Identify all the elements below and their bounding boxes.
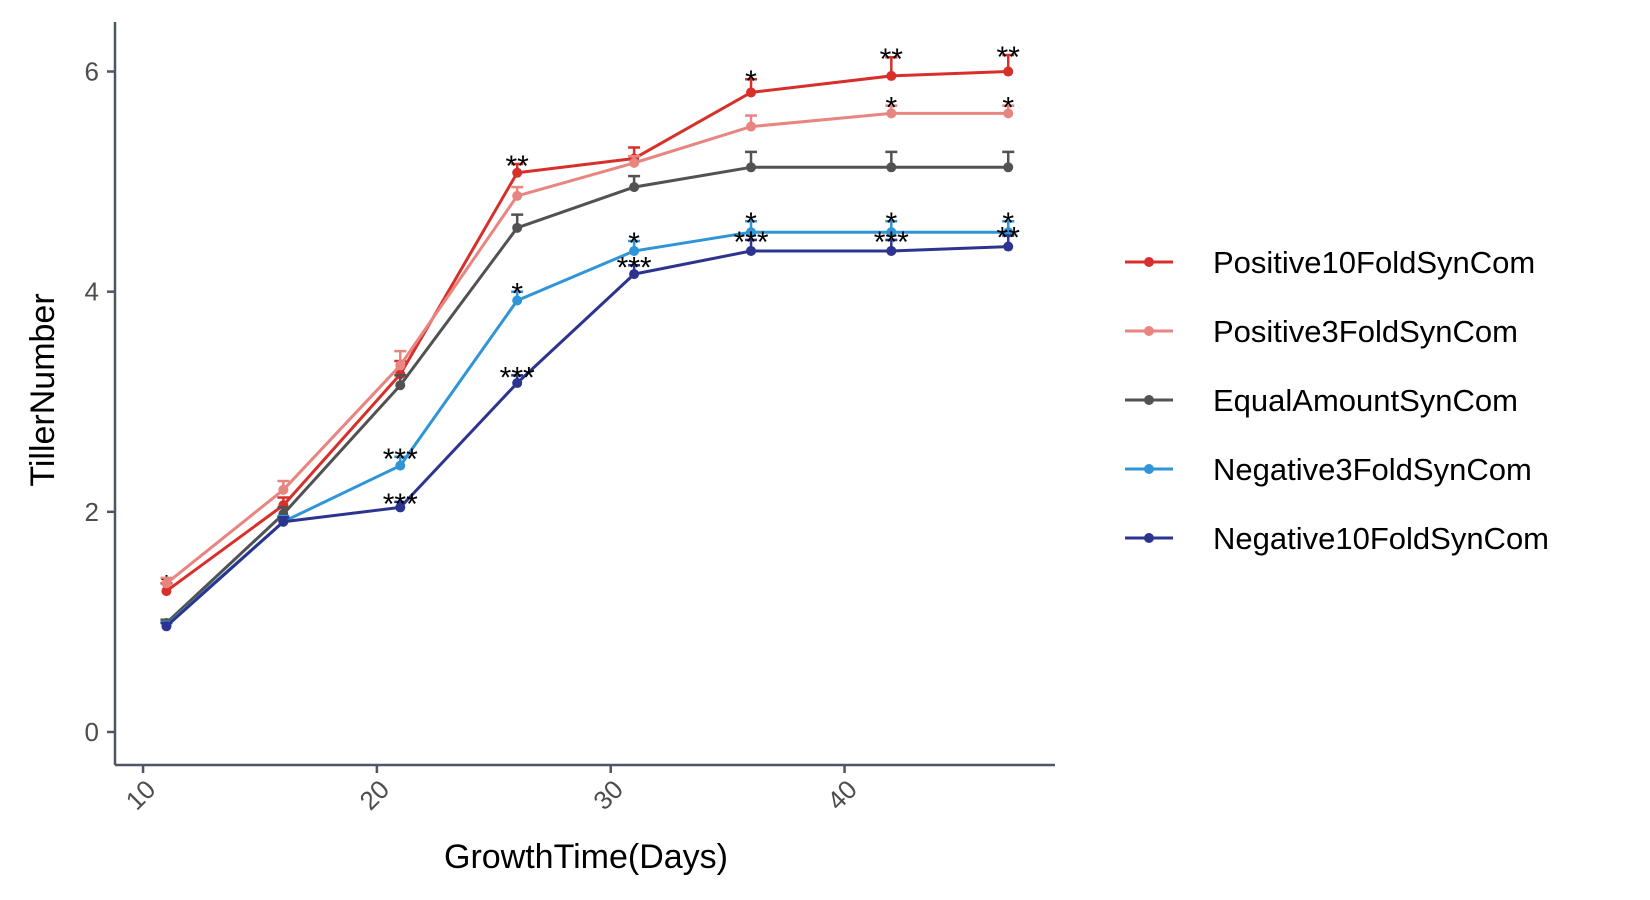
legend-label: Negative10FoldSynCom	[1213, 521, 1549, 556]
significance-label: ***	[874, 226, 909, 259]
series-line	[165, 230, 1009, 627]
data-point	[512, 222, 523, 233]
data-point	[512, 190, 523, 201]
data-point	[512, 167, 523, 178]
data-point	[161, 578, 172, 589]
data-point	[512, 295, 523, 306]
legend-swatch-point	[1144, 395, 1154, 405]
data-point	[161, 586, 172, 597]
series-Positive3FoldSynCom: * *	[160, 92, 1014, 589]
legend-swatch-point	[1144, 326, 1154, 336]
significance-label: *	[885, 92, 897, 125]
y-tick-label: 4	[85, 277, 99, 307]
legend-item: Negative3FoldSynCom	[1125, 452, 1532, 487]
axes: 10 20 30 40 0 2 4 6	[85, 22, 1055, 816]
data-point	[395, 360, 406, 371]
series-EqualAmountSynCom	[160, 150, 1015, 629]
y-ticks: 0 2 4 6	[85, 57, 115, 747]
data-point	[746, 162, 757, 173]
significance-label: **	[880, 43, 904, 76]
data-point	[886, 70, 897, 81]
data-point	[886, 245, 897, 256]
series-line	[165, 245, 1009, 628]
data-point	[886, 227, 897, 238]
significance-label: *	[745, 207, 757, 240]
significance-label: ***	[383, 443, 418, 476]
data-point	[278, 516, 289, 527]
y-axis-title: TillerNumber	[24, 293, 62, 486]
data-point	[395, 502, 406, 513]
x-tick-label: 20	[353, 774, 395, 816]
significance-label: *	[511, 278, 523, 311]
series-line	[165, 111, 1009, 585]
significance-label: **	[506, 150, 530, 183]
data-point	[395, 380, 406, 391]
series-line	[165, 70, 1009, 593]
legend-label: EqualAmountSynCom	[1213, 383, 1518, 418]
data-point	[629, 182, 640, 193]
y-tick-label: 0	[85, 717, 99, 747]
chart-marks: ***********************************	[160, 41, 1021, 632]
legend: Positive10FoldSynCom Positive3FoldSynCom E…	[1125, 245, 1549, 556]
x-tick-label: 40	[821, 774, 863, 816]
data-point	[746, 121, 757, 132]
legend-item: Positive3FoldSynCom	[1125, 314, 1518, 349]
series-line	[165, 165, 1009, 625]
data-point	[1003, 241, 1014, 252]
data-point	[278, 484, 289, 495]
data-point	[629, 245, 640, 256]
legend-item: Positive10FoldSynCom	[1125, 245, 1535, 280]
x-axis-title: GrowthTime(Days)	[444, 838, 728, 876]
significance-label: *	[1002, 92, 1014, 125]
significance-label: ***	[500, 361, 535, 394]
data-point	[629, 269, 640, 280]
legend-swatch-point	[1144, 257, 1154, 267]
data-point	[1003, 108, 1014, 119]
x-tick-label: 30	[587, 774, 629, 816]
series-Negative10FoldSynCom: ************ *** **	[160, 222, 1020, 632]
data-point	[746, 87, 757, 98]
series-Negative3FoldSynCom: ****** * *	[160, 207, 1014, 631]
legend-label: Positive3FoldSynCom	[1213, 314, 1518, 349]
legend-swatch-point	[1144, 533, 1154, 543]
y-tick-label: 6	[85, 57, 99, 87]
y-tick-label: 2	[85, 497, 99, 527]
significance-label: *	[745, 65, 757, 98]
data-point	[746, 227, 757, 238]
significance-label: ***	[617, 251, 652, 284]
legend-swatch-point	[1144, 464, 1154, 474]
legend-label: Negative3FoldSynCom	[1213, 452, 1532, 487]
significance-label: *	[1002, 207, 1014, 240]
significance-label: ***	[383, 488, 418, 521]
significance-label: **	[997, 41, 1021, 74]
legend-item: EqualAmountSynCom	[1125, 383, 1518, 418]
data-point	[161, 621, 172, 632]
data-point	[1003, 162, 1014, 173]
data-point	[395, 460, 406, 471]
data-point	[1003, 66, 1014, 77]
legend-label: Positive10FoldSynCom	[1213, 245, 1535, 280]
significance-label: *	[628, 227, 640, 260]
data-point	[512, 378, 523, 389]
data-point	[886, 162, 897, 173]
legend-item: Negative10FoldSynCom	[1125, 521, 1549, 556]
x-ticks: 10 20 30 40	[120, 765, 863, 816]
x-tick-label: 10	[120, 774, 162, 816]
data-point	[746, 245, 757, 256]
significance-label: **	[997, 222, 1021, 255]
significance-label: ***	[734, 226, 769, 259]
data-point	[629, 157, 640, 168]
data-point	[886, 108, 897, 119]
significance-label: *	[885, 207, 897, 240]
